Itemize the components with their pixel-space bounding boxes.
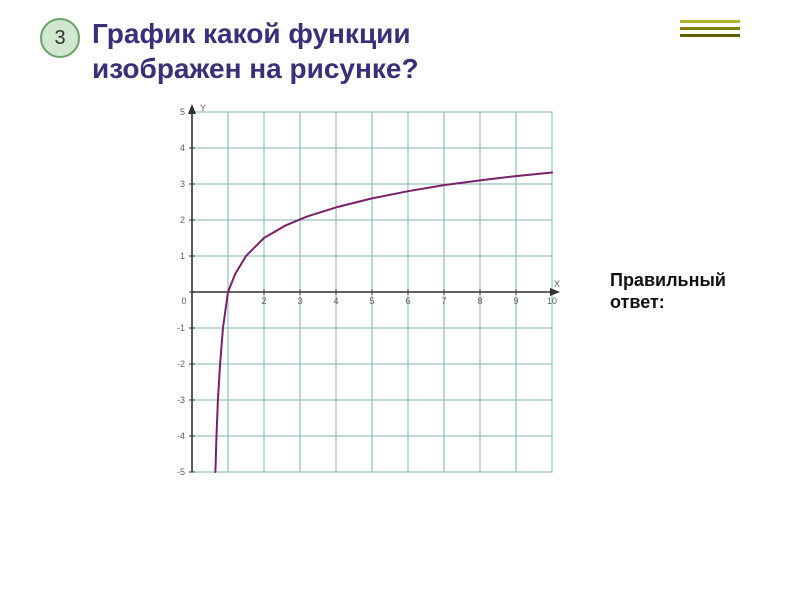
svg-text:3: 3 [297, 296, 302, 306]
answer-line-1: Правильный [610, 270, 726, 292]
answer-label: Правильный ответ: [610, 270, 726, 313]
question-title: График какой функции изображен на рисунк… [92, 16, 419, 86]
svg-text:0: 0 [181, 296, 186, 306]
svg-text:X: X [554, 279, 560, 289]
svg-text:10: 10 [547, 296, 557, 306]
svg-text:-1: -1 [177, 323, 185, 333]
svg-text:-3: -3 [177, 395, 185, 405]
accent-bars [680, 20, 740, 37]
answer-line-2: ответ: [610, 292, 726, 314]
svg-text:2: 2 [261, 296, 266, 306]
svg-text:-2: -2 [177, 359, 185, 369]
question-number-badge: 3 [40, 18, 80, 58]
accent-bar [680, 20, 740, 23]
svg-text:5: 5 [180, 107, 185, 117]
svg-text:Y: Y [200, 103, 206, 113]
question-number: 3 [54, 27, 65, 50]
svg-text:1: 1 [180, 251, 185, 261]
accent-bar [680, 34, 740, 37]
svg-text:5: 5 [369, 296, 374, 306]
title-line-2: изображен на рисунке? [92, 51, 419, 86]
svg-text:7: 7 [441, 296, 446, 306]
function-chart: 0 2 3 4 5 6 7 8 9 10 -5 -4 -3 -2 -1 1 2 3 4 5 Y X [170, 100, 564, 490]
accent-bar [680, 27, 740, 30]
svg-text:-5: -5 [177, 467, 185, 477]
svg-text:8: 8 [477, 296, 482, 306]
title-line-1: График какой функции [92, 16, 419, 51]
svg-text:2: 2 [180, 215, 185, 225]
svg-text:6: 6 [405, 296, 410, 306]
svg-text:9: 9 [513, 296, 518, 306]
chart-container: 0 2 3 4 5 6 7 8 9 10 -5 -4 -3 -2 -1 1 2 3 4 5 Y X [170, 100, 564, 495]
svg-text:-4: -4 [177, 431, 185, 441]
svg-text:3: 3 [180, 179, 185, 189]
svg-text:4: 4 [180, 143, 185, 153]
svg-text:4: 4 [333, 296, 338, 306]
